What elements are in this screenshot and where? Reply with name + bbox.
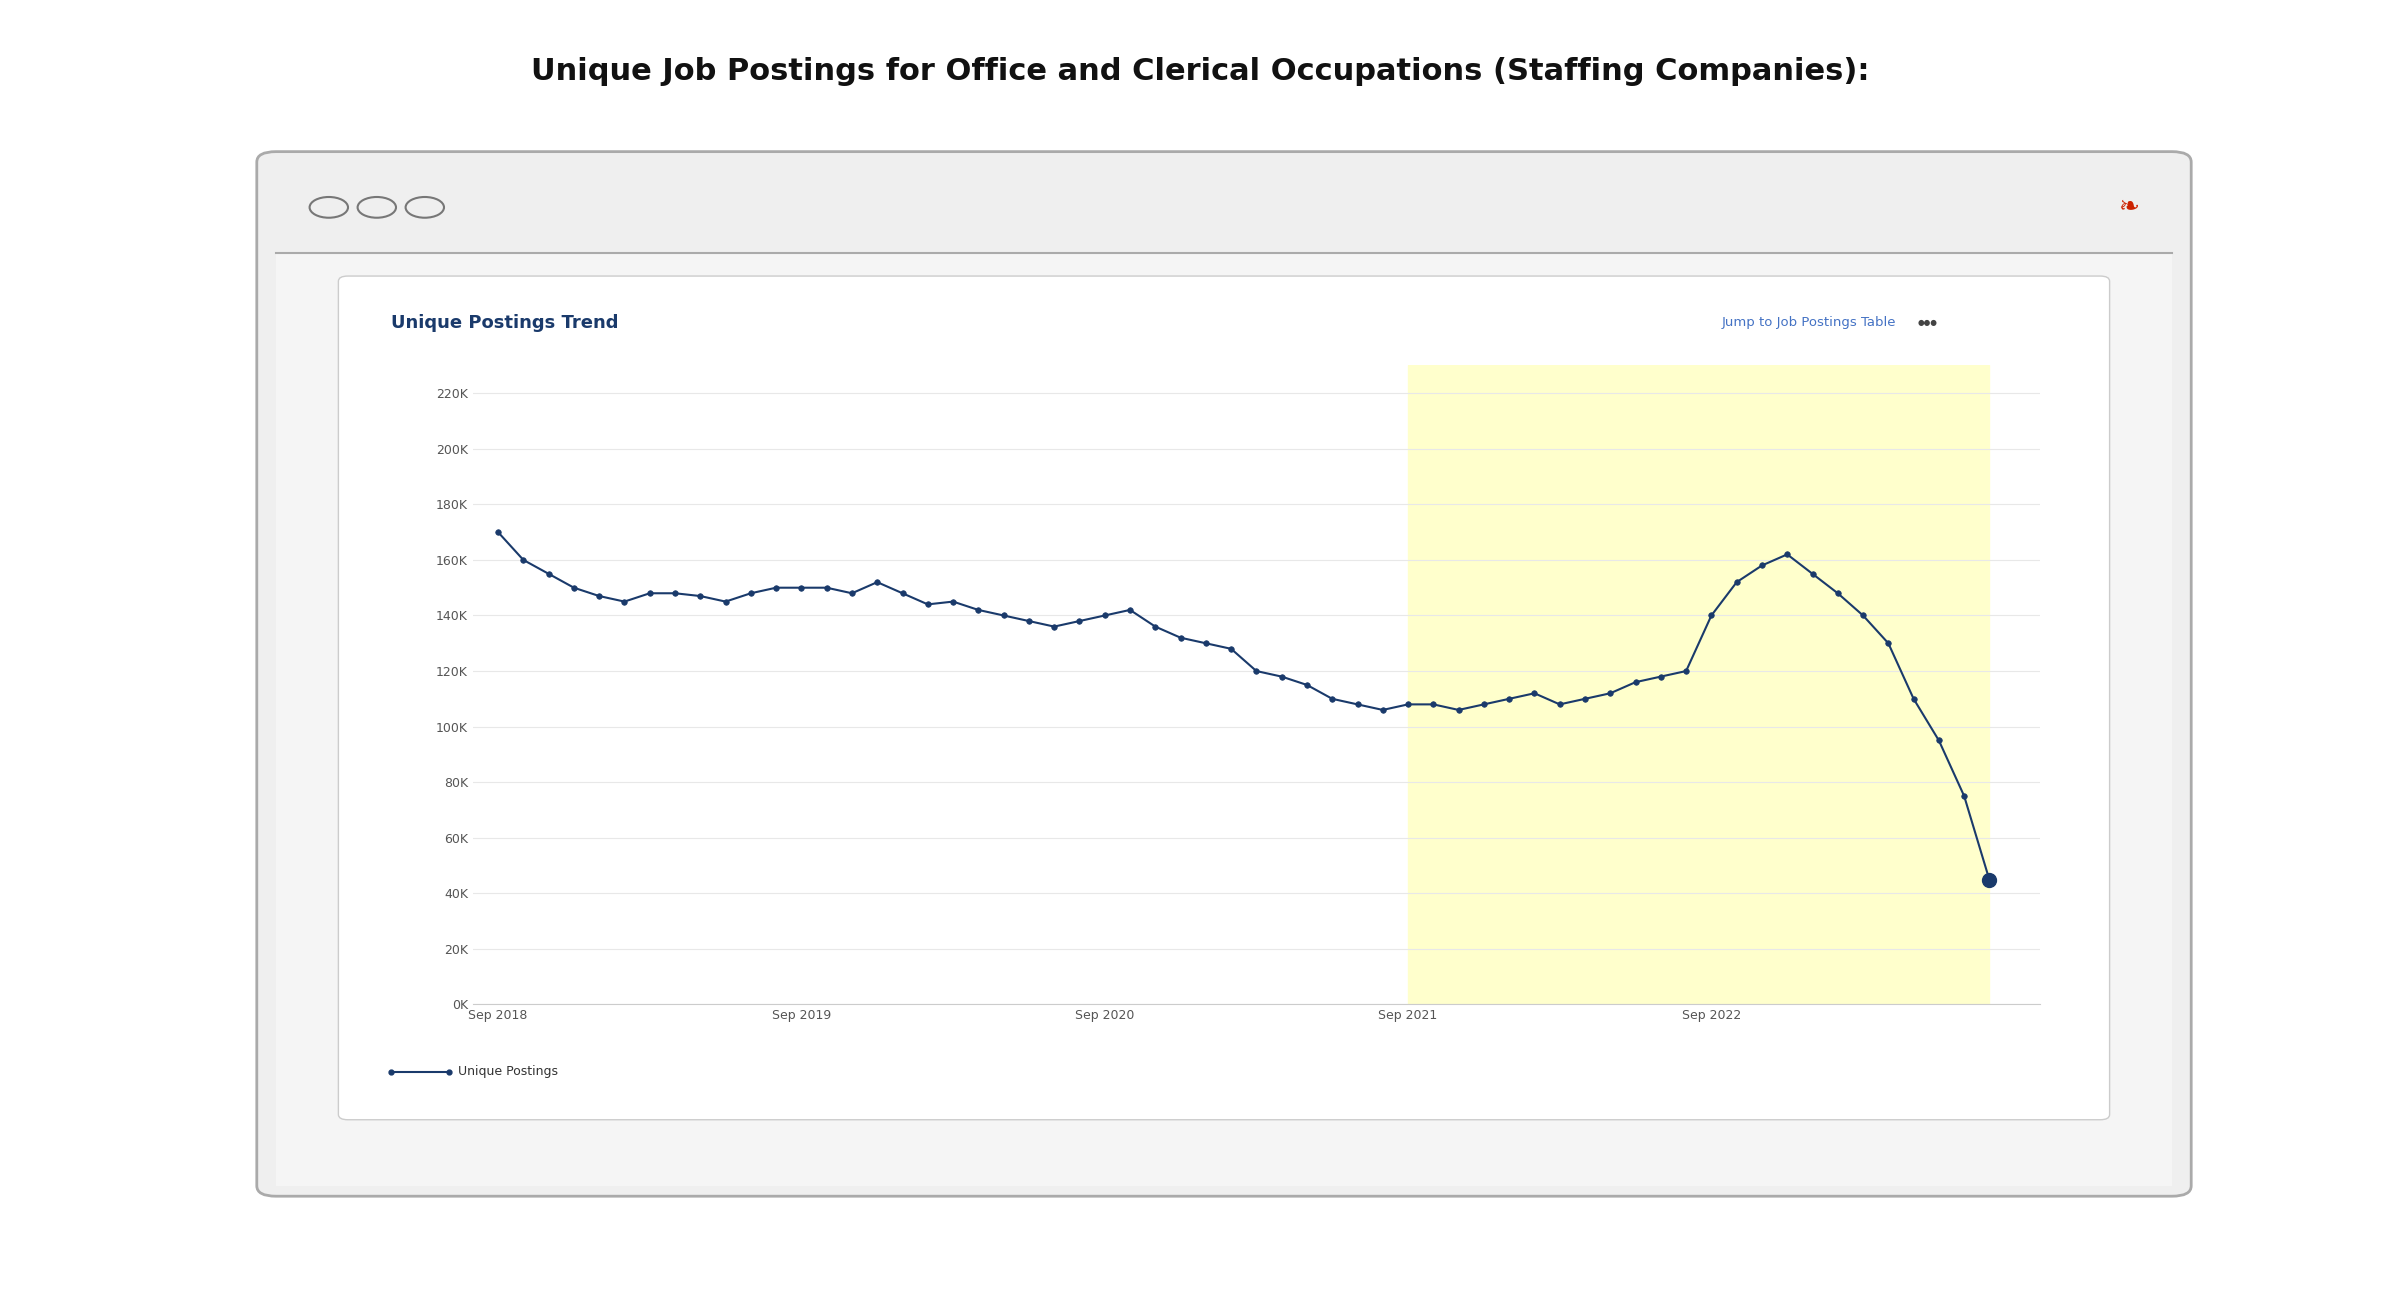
Text: ●●●: ●●●: [1918, 319, 1937, 327]
Text: Unique Postings: Unique Postings: [458, 1065, 559, 1078]
FancyBboxPatch shape: [1714, 691, 2021, 818]
Text: ❧: ❧: [2119, 196, 2138, 219]
Text: Unique Job Postings for Office and Clerical Occupations (Staffing Companies):: Unique Job Postings for Office and Cleri…: [530, 57, 1870, 86]
FancyBboxPatch shape: [338, 276, 2110, 1120]
FancyBboxPatch shape: [264, 156, 2184, 259]
Text: 44,788: 44,788: [1944, 745, 1992, 758]
Text: 2 : 1: 2 : 1: [1961, 780, 1992, 793]
Text: Intensity:: Intensity:: [1747, 780, 1805, 793]
Bar: [1409, 365, 1990, 1004]
Text: Jump to Job Postings Table: Jump to Job Postings Table: [1721, 316, 1896, 329]
Bar: [276, 253, 2172, 1186]
Text: Postings for Aug 2023: Postings for Aug 2023: [1810, 712, 1925, 722]
FancyBboxPatch shape: [257, 152, 2191, 1196]
Text: Unique:: Unique:: [1747, 745, 1798, 758]
Text: Unique Postings Trend: Unique Postings Trend: [391, 314, 619, 332]
